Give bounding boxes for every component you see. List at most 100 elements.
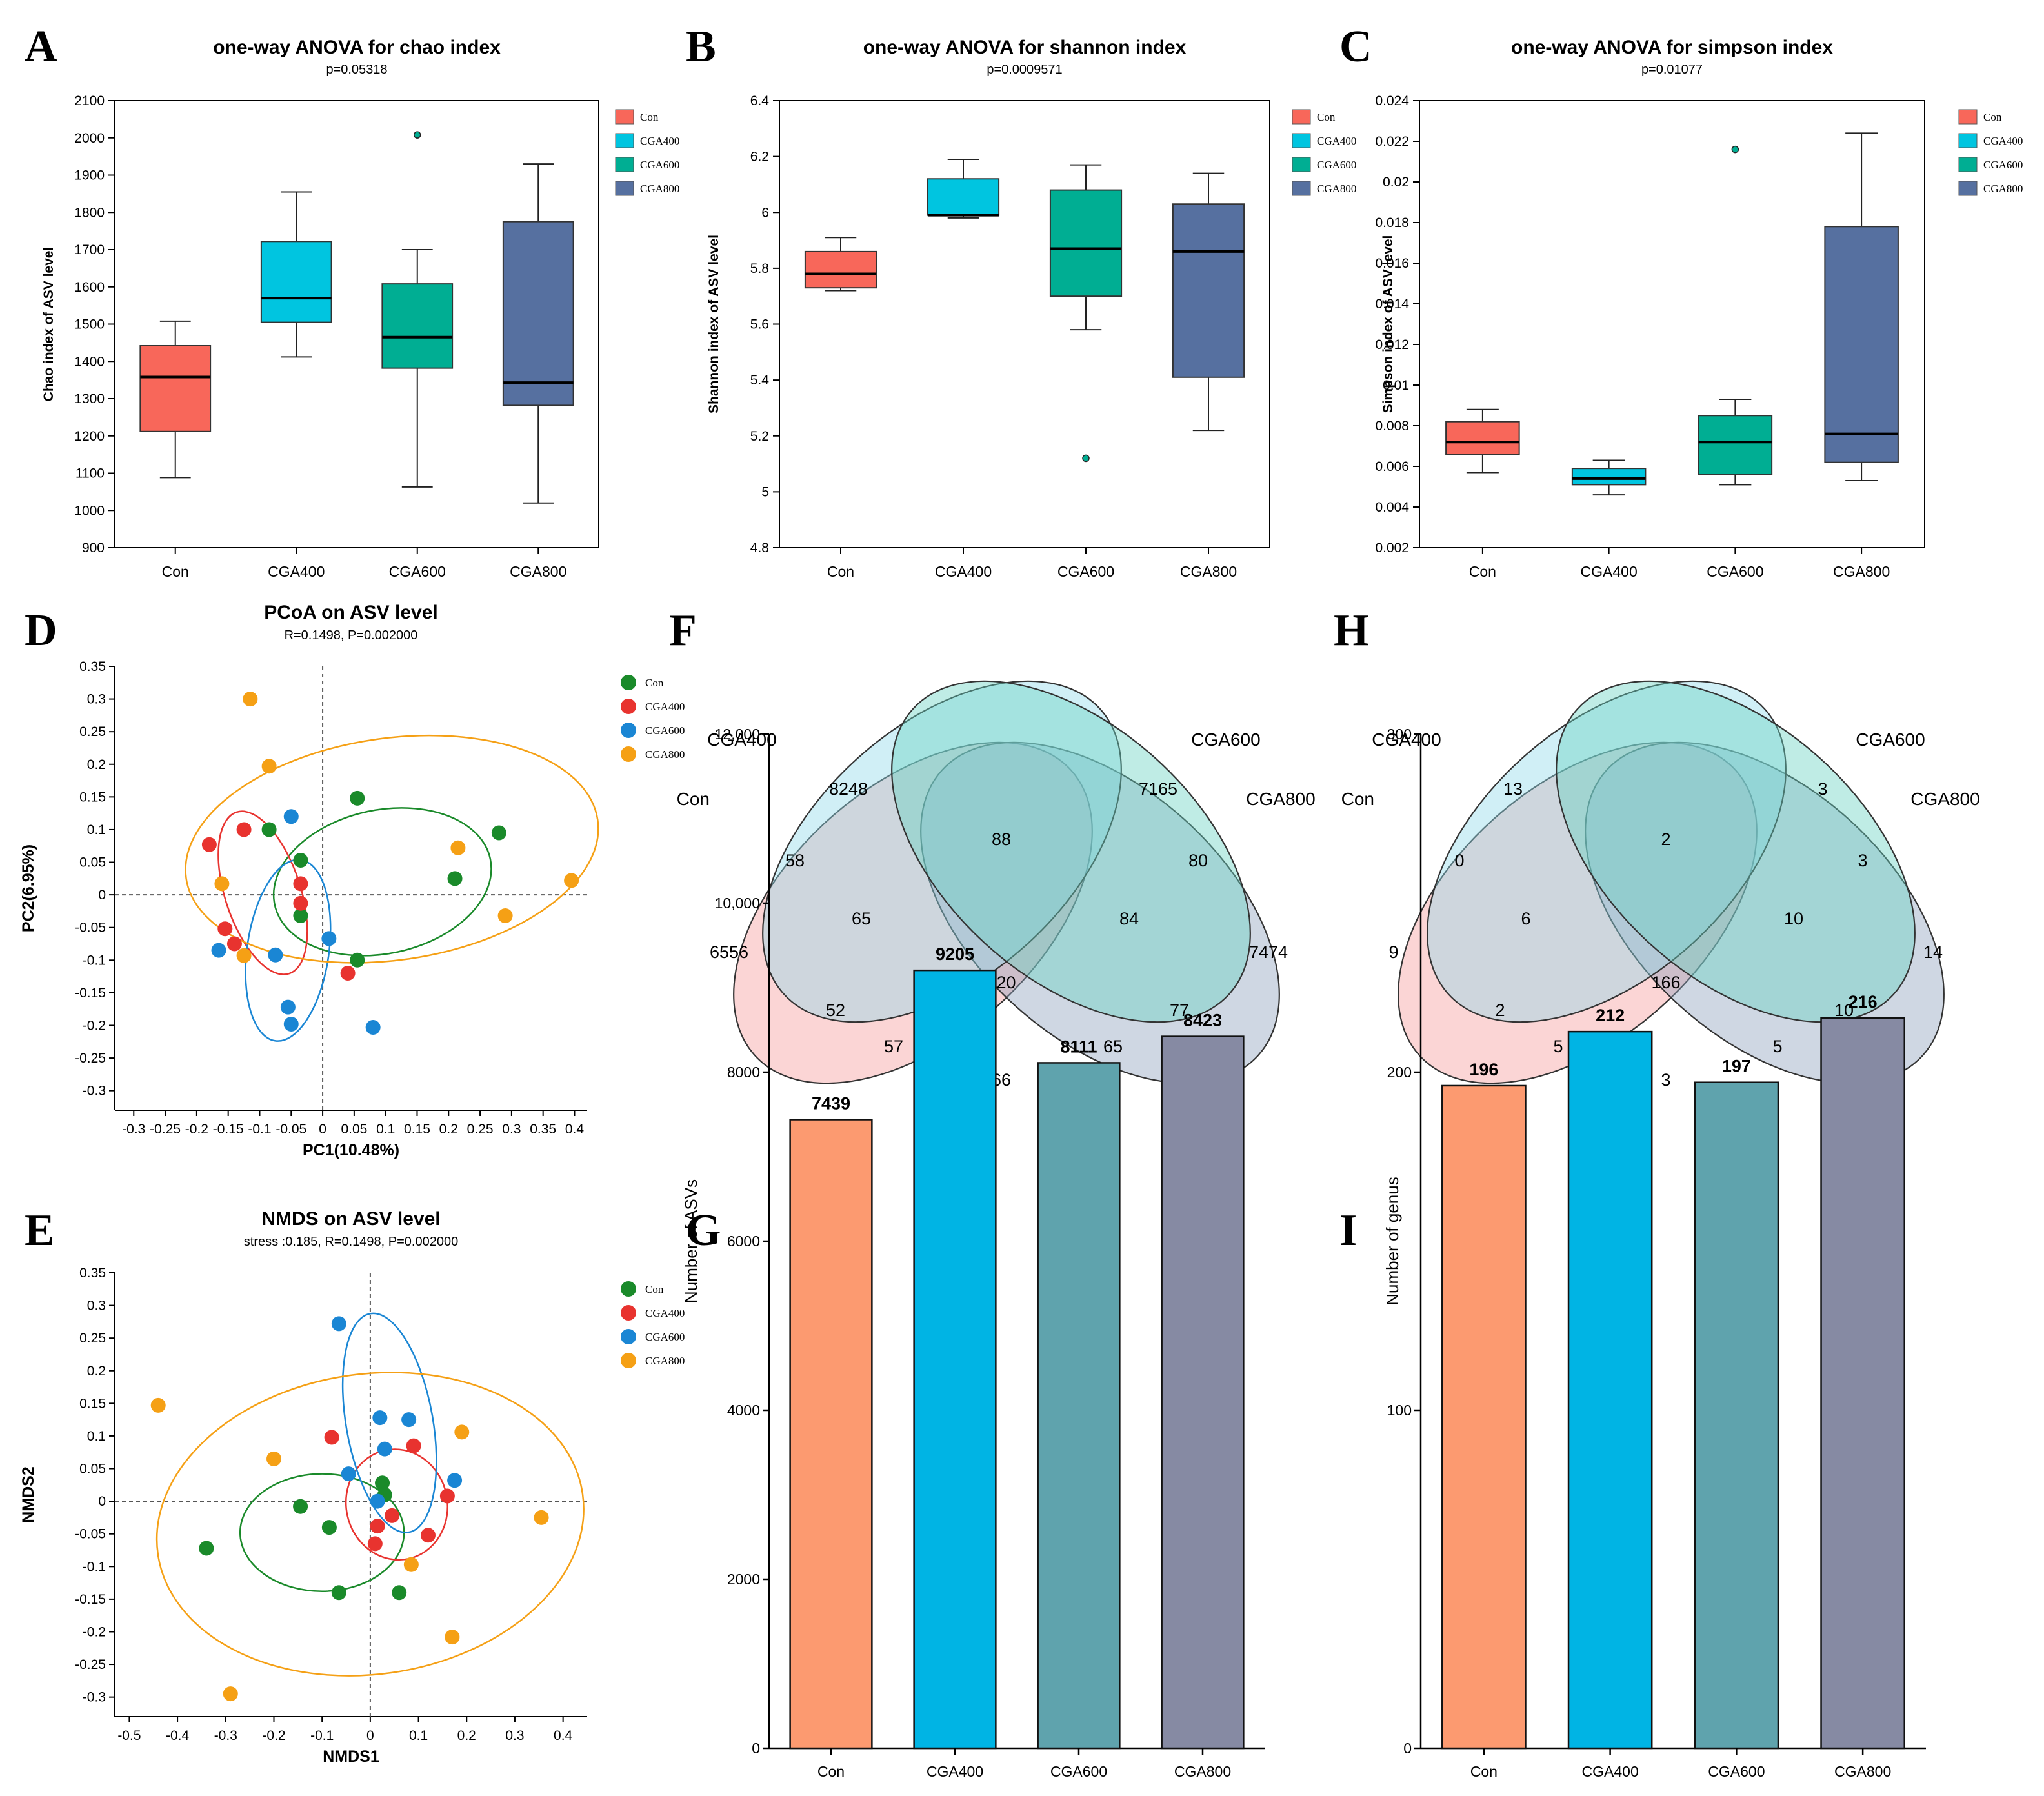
legend-swatch-con xyxy=(1958,109,1978,125)
x-category-label: Con xyxy=(827,563,854,580)
point-cga600 xyxy=(321,931,337,946)
x-axis-label: PC1(10.48%) xyxy=(303,1141,399,1159)
venn-count-cga600-cga800: 80 xyxy=(1188,851,1208,870)
legend-swatch-cga800 xyxy=(1958,181,1978,196)
x-category-label: CGA400 xyxy=(268,563,325,580)
y-axis-label: Simpson index of ASV level xyxy=(1381,235,1396,414)
y-tick-label: -0.25 xyxy=(75,1657,106,1672)
chart-subtitle: p=0.01077 xyxy=(1641,63,1703,77)
x-tick-label: -0.2 xyxy=(262,1728,285,1743)
point-cga400 xyxy=(406,1438,421,1453)
legend-label-cga600: CGA600 xyxy=(640,159,679,171)
point-cga800 xyxy=(534,1510,549,1525)
y-tick-label: 6 xyxy=(761,205,769,220)
y-tick-label: 0.016 xyxy=(1375,256,1409,271)
point-con xyxy=(331,1585,346,1601)
y-tick-label: 0.014 xyxy=(1375,297,1409,312)
venn-set-cga600 xyxy=(891,680,1251,1023)
point-cga600 xyxy=(401,1412,417,1428)
y-tick-label: 1200 xyxy=(74,429,105,444)
legend-marker-cga800 xyxy=(621,746,636,762)
box-cga600 xyxy=(381,283,454,369)
box-cga400 xyxy=(260,241,332,323)
point-con xyxy=(350,790,365,806)
venn-count-cga800: 14 xyxy=(1923,943,1943,962)
y-tick-label: 5.2 xyxy=(750,429,769,444)
legend-marker-cga600 xyxy=(621,1329,636,1344)
panel-letter-c: C xyxy=(1339,22,1372,72)
venn-count-con-cga400-cga600: 6 xyxy=(1521,909,1530,928)
chart-title: one-way ANOVA for simpson index xyxy=(1511,37,1833,58)
y-tick-label: 0.004 xyxy=(1375,500,1409,515)
panel-letter-i: I xyxy=(1339,1206,1357,1255)
point-cga800 xyxy=(223,1686,238,1702)
y-tick-label: 4000 xyxy=(727,1402,760,1419)
chart-subtitle: stress :0.185, R=0.1498, P=0.002000 xyxy=(244,1235,458,1249)
legend-swatch-cga400 xyxy=(1292,133,1311,148)
x-tick-label: 0.2 xyxy=(457,1728,476,1743)
legend-marker-con xyxy=(621,1281,636,1297)
bar-value-label: 197 xyxy=(1722,1057,1751,1076)
y-tick-label: 200 xyxy=(1387,1064,1412,1081)
chart-subtitle: p=0.05318 xyxy=(326,63,387,77)
y-tick-label: 1600 xyxy=(74,280,105,295)
venn-count-con-cga600: 52 xyxy=(826,1001,845,1020)
y-tick-label: -0.3 xyxy=(83,1084,106,1099)
chart-title: one-way ANOVA for chao index xyxy=(213,37,501,58)
panel-letter-f: F xyxy=(669,606,697,655)
point-cga600 xyxy=(283,1016,299,1032)
venn-count-con-cga600: 2 xyxy=(1495,1001,1505,1020)
x-tick-label: -0.25 xyxy=(150,1122,181,1137)
bar-value-label: 9205 xyxy=(936,944,974,964)
box-con xyxy=(1445,421,1520,455)
legend-marker-cga400 xyxy=(621,699,636,714)
panel-d-pcoa-scatter: D PCoA on ASV level R=0.1498, P=0.002000 -0… xyxy=(19,602,685,1159)
y-tick-label: 1100 xyxy=(75,466,105,481)
y-tick-label: 4.8 xyxy=(750,541,769,555)
point-cga600 xyxy=(211,943,226,958)
chart-subtitle: p=0.0009571 xyxy=(987,63,1062,77)
venn-count-con-cga800: 3 xyxy=(1661,1070,1670,1090)
box-cga800 xyxy=(1824,226,1899,463)
point-cga800 xyxy=(261,759,277,774)
y-tick-label: 0.006 xyxy=(1375,459,1409,474)
outlier-point xyxy=(1731,145,1739,154)
legend-marker-con xyxy=(621,675,636,690)
y-tick-label: -0.1 xyxy=(83,953,106,968)
y-tick-label: 0.012 xyxy=(1375,337,1409,352)
venn-count-con: 6556 xyxy=(710,943,748,962)
legend-label-cga400: CGA400 xyxy=(645,701,685,713)
point-cga800 xyxy=(445,1630,460,1645)
y-tick-label: 0.25 xyxy=(79,1331,106,1346)
point-cga600 xyxy=(283,809,299,824)
venn-count-cga400-cga600-cga800: 84 xyxy=(1119,909,1139,928)
point-cga400 xyxy=(324,1430,339,1445)
point-cga800 xyxy=(266,1451,281,1466)
point-con xyxy=(321,1520,337,1535)
bar-cga800 xyxy=(1820,1017,1905,1750)
point-con xyxy=(293,1499,308,1514)
point-cga800 xyxy=(403,1557,419,1572)
y-tick-label: 5.6 xyxy=(750,317,769,332)
legend-label-con: Con xyxy=(645,677,664,689)
point-cga400 xyxy=(370,1519,385,1534)
panel-g-asv-bar: G 0 2000 4000 6000 8000 10,000 12,000 Number of … xyxy=(681,726,1265,1780)
venn-count-cga400-cga800: 77 xyxy=(1170,1001,1189,1020)
y-tick-label: 0.022 xyxy=(1375,134,1409,149)
x-tick-label: 0 xyxy=(319,1122,326,1137)
point-con xyxy=(392,1585,407,1601)
y-tick-label: 1700 xyxy=(74,243,105,257)
legend-label-cga600: CGA600 xyxy=(1317,159,1356,171)
panel-letter-e: E xyxy=(25,1206,55,1255)
bar-con xyxy=(1441,1084,1527,1750)
venn-set-cga800 xyxy=(920,741,1280,1084)
point-cga800 xyxy=(150,1397,166,1413)
box-cga400 xyxy=(1571,468,1647,486)
x-tick-label: -0.2 xyxy=(185,1122,208,1137)
x-category-label: Con xyxy=(162,563,189,580)
y-tick-label: 1000 xyxy=(74,503,105,518)
chart-title: NMDS on ASV level xyxy=(261,1208,440,1230)
legend-label-con: Con xyxy=(1317,111,1336,123)
x-category-label: Con xyxy=(817,1763,845,1780)
point-cga800 xyxy=(454,1424,470,1440)
